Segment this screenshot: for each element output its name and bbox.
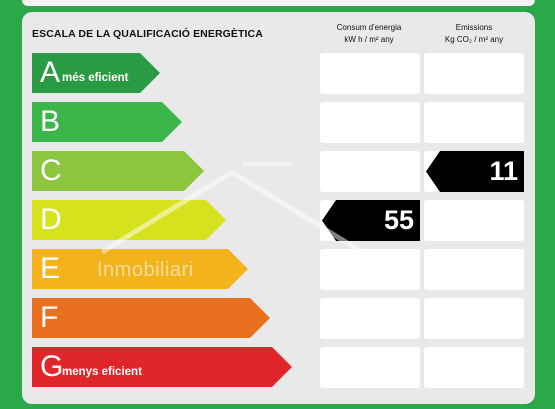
rating-bar-c: C <box>32 151 204 191</box>
rating-arrow-b <box>32 102 182 142</box>
rating-arrow-a <box>32 53 160 93</box>
scale-title: ESCALA DE LA QUALIFICACIÓ ENERGÈTICA <box>32 28 263 40</box>
rating-letter: F <box>40 301 59 334</box>
consum-cell-e <box>320 249 420 290</box>
consum-cell-f <box>320 298 420 339</box>
emissions-cell-d <box>424 200 524 241</box>
rating-letter: G <box>40 350 64 383</box>
consum-cell-a <box>320 53 420 94</box>
rating-letter: B <box>40 105 61 138</box>
consum-value-marker: 55 <box>322 200 420 241</box>
consum-cell-c <box>320 151 420 192</box>
rating-description: més eficient <box>62 72 129 84</box>
emissions-cell-b <box>424 102 524 143</box>
rating-letter: D <box>40 203 62 236</box>
rating-arrow-g <box>32 347 292 387</box>
rating-bar-d: D <box>32 200 226 240</box>
emissions-column-header: Emissions Kg CO₂ / m² any <box>423 22 525 46</box>
rating-description: menys eficient <box>62 366 142 378</box>
consum-column-header: Consum d'energia kW h / m² any <box>318 22 420 46</box>
consum-cell-b <box>320 102 420 143</box>
emissions-cell-f <box>424 298 524 339</box>
consum-value: 55 <box>383 205 414 235</box>
consum-cell-g <box>320 347 420 388</box>
emissions-header-unit: Kg CO₂ / m² any <box>444 35 504 44</box>
rating-letter: A <box>40 56 61 89</box>
emissions-cell-g <box>424 347 524 388</box>
consum-header-unit: kW h / m² any <box>344 35 394 44</box>
rating-bar-f: F <box>32 298 270 338</box>
rating-letter: C <box>40 154 62 187</box>
consum-header-line1: Consum d'energia <box>336 23 402 32</box>
rating-bar-b: B <box>32 102 182 142</box>
emissions-cell-e <box>424 249 524 290</box>
rating-arrow-e <box>32 249 248 289</box>
rating-letter: E <box>40 252 61 285</box>
energy-label-card: ESCALA DE LA QUALIFICACIÓ ENERGÈTICA Con… <box>22 12 535 404</box>
emissions-header-line1: Emissions <box>455 23 493 32</box>
emissions-marker-arrow <box>426 151 524 192</box>
rating-arrow-f <box>32 298 270 338</box>
top-strip <box>22 0 535 6</box>
emissions-cell-a <box>424 53 524 94</box>
emissions-value: 11 <box>489 156 518 186</box>
emissions-value-marker: 11 <box>426 151 524 192</box>
rating-bar-e: E <box>32 249 248 289</box>
